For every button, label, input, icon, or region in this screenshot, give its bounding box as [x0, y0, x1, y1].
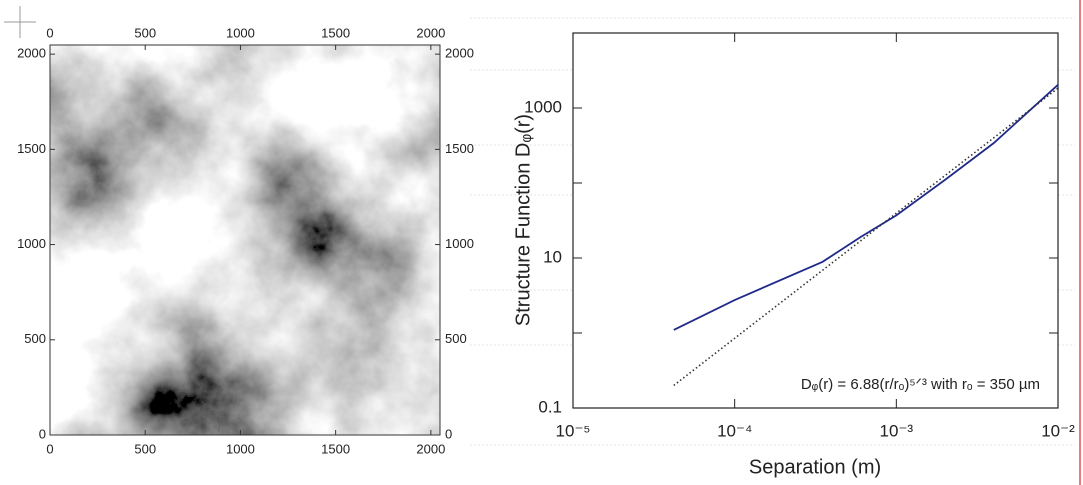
y-tick-label: 1000: [524, 97, 562, 116]
plot-frame: [572, 32, 1059, 409]
y-tick-label: 0.1: [538, 397, 562, 416]
x-tick-label-bottom: 0: [46, 441, 53, 456]
x-tick-label-top: 1500: [321, 25, 350, 40]
y-tick-label-left: 1500: [17, 141, 46, 156]
structure-plot: Separation (m) Structure Function Dᵩ(r) …: [512, 32, 1075, 478]
y-tick-label-left: 2000: [17, 46, 46, 61]
series-line: [673, 84, 1059, 331]
x-tick-label-top: 0: [46, 25, 53, 40]
y-tick-label-right: 2000: [445, 46, 474, 61]
x-tick-label-bottom: 500: [134, 441, 156, 456]
x-tick-label-bottom: 1000: [226, 441, 255, 456]
y-tick-label-right: 0: [445, 426, 452, 441]
y-tick-label-left: 500: [24, 331, 46, 346]
y-tick-label-right: 1000: [445, 236, 474, 251]
y-tick-label-left: 1000: [17, 236, 46, 251]
crosshair: [4, 6, 36, 38]
y-tick-label: 10: [543, 247, 562, 266]
x-tick-label-bottom: 1500: [321, 441, 350, 456]
x-tick-label-top: 500: [134, 25, 156, 40]
image-frame: [49, 44, 441, 436]
y-tick-label-right: 1500: [445, 141, 474, 156]
x-tick-label-bottom: 2000: [416, 441, 445, 456]
x-tick-label: 10⁻⁴: [717, 421, 752, 440]
annotation: Dᵩ(r) = 6.88(r/rₒ)⁵ᐟ³ with rₒ = 350 µm: [801, 376, 1040, 393]
phase-screen-image: [50, 45, 440, 435]
x-tick-label-top: 1000: [226, 25, 255, 40]
y-tick-label-right: 500: [445, 331, 467, 346]
x-axis-label: Separation (m): [749, 456, 881, 478]
x-tick-label: 10⁻²: [1041, 421, 1075, 440]
x-tick-label-top: 2000: [416, 25, 445, 40]
x-tick-label: 10⁻⁵: [556, 421, 591, 440]
y-tick-label-left: 0: [39, 426, 46, 441]
y-axis-label: Structure Function Dᵩ(r): [512, 114, 534, 326]
x-tick-label: 10⁻³: [880, 421, 914, 440]
